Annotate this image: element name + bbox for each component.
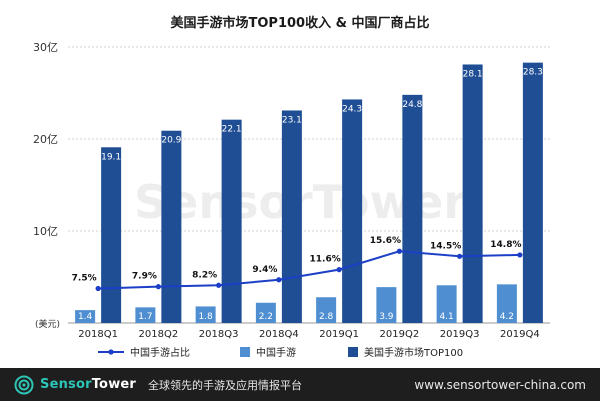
legend-label-share: 中国手游占比 (130, 346, 190, 359)
x-tick-label: 2019Q2 (380, 329, 420, 340)
chart-title: 美国手游市场TOP100收入 & 中国厂商占比 (171, 15, 430, 31)
bar-label-us-top100: 24.3 (342, 104, 362, 114)
bar-us-top100 (402, 94, 423, 323)
sensortower-logo-icon (14, 375, 34, 395)
share-point-label: 14.8% (490, 240, 521, 250)
y-tick-label: 30亿 (33, 41, 58, 54)
y-tick-label: 20亿 (33, 133, 58, 146)
bar-label-us-top100: 19.1 (101, 152, 121, 162)
bar-us-top100 (462, 64, 483, 323)
bar-china-mobile-game (376, 287, 397, 323)
bar-label-us-top100: 23.1 (282, 115, 302, 125)
share-point (457, 253, 463, 259)
footer-bar: Sensor Tower 全球领先的手游及应用情报平台 www.sensortow… (0, 368, 600, 401)
share-point (336, 267, 342, 273)
bar-label-china-mobile-game: 2.2 (259, 312, 273, 322)
y-tick-label: 10亿 (33, 225, 58, 238)
share-point-label: 9.4% (252, 265, 277, 275)
x-tick-label: 2018Q2 (139, 329, 179, 340)
share-point-label: 7.5% (72, 274, 97, 284)
share-point (396, 248, 402, 254)
footer-tagline: 全球领先的手游及应用情报平台 (148, 378, 303, 392)
bar-us-top100 (221, 119, 242, 324)
bar-us-top100 (281, 110, 302, 323)
bar-china-mobile-game (195, 306, 216, 323)
legend-swatch-china-mobile-game (240, 347, 250, 357)
x-tick-label: 2018Q1 (78, 329, 118, 340)
share-point-label: 11.6% (310, 255, 341, 265)
x-tick-label: 2018Q3 (199, 329, 239, 340)
legend-swatch-us-top100 (348, 347, 358, 357)
chart-svg: SensorTower美国手游市场TOP100收入 & 中国厂商占比10亿20亿… (33, 15, 550, 359)
share-point (216, 282, 222, 288)
share-point (517, 252, 523, 258)
share-point-label: 14.5% (430, 241, 461, 251)
bar-label-china-mobile-game: 1.7 (138, 312, 152, 322)
share-point-label: 8.2% (192, 270, 217, 280)
footer-url: www.sensortower-china.com (414, 377, 586, 392)
bar-us-top100 (342, 99, 363, 323)
bar-china-mobile-game (75, 310, 96, 323)
bar-label-china-mobile-game: 3.9 (379, 312, 394, 322)
legend-label-us-top100: 美国手游市场TOP100 (364, 346, 463, 359)
y-unit-label: (美元) (35, 318, 60, 330)
bar-china-mobile-game (436, 285, 457, 323)
share-point (155, 284, 161, 290)
footer-brand-part2: Tower (91, 377, 137, 392)
share-point-label: 7.9% (132, 272, 157, 282)
bar-label-china-mobile-game: 4.2 (500, 312, 514, 322)
bar-us-top100 (161, 130, 182, 323)
bar-china-mobile-game (255, 302, 276, 323)
chart: SensorTower美国手游市场TOP100收入 & 中国厂商占比10亿20亿… (33, 15, 550, 359)
bar-label-us-top100: 28.3 (523, 68, 543, 78)
x-tick-label: 2019Q1 (319, 329, 359, 340)
legend-line-marker (108, 349, 114, 355)
bar-label-china-mobile-game: 2.8 (319, 312, 334, 322)
bar-china-mobile-game (316, 297, 337, 323)
bar-label-us-top100: 22.1 (222, 125, 242, 135)
bar-label-china-mobile-game: 4.1 (439, 312, 453, 322)
bar-label-us-top100: 20.9 (161, 136, 181, 146)
share-point-label: 15.6% (370, 236, 401, 246)
bar-us-top100 (101, 147, 122, 323)
footer-brand: Sensor Tower (40, 377, 136, 392)
legend-label-china-mobile-game: 中国手游 (256, 346, 296, 359)
bar-label-us-top100: 28.1 (463, 69, 483, 79)
bar-label-us-top100: 24.8 (402, 100, 422, 110)
x-tick-label: 2019Q4 (500, 329, 540, 340)
x-tick-label: 2018Q4 (259, 329, 299, 340)
bar-us-top100 (522, 62, 543, 323)
bar-label-china-mobile-game: 1.8 (198, 312, 213, 322)
share-point (95, 285, 101, 292)
bar-china-mobile-game (135, 307, 156, 323)
bar-china-mobile-game (496, 284, 517, 323)
bar-label-china-mobile-game: 1.4 (78, 312, 93, 322)
x-tick-label: 2019Q3 (440, 329, 480, 340)
share-line (98, 250, 520, 290)
share-point (276, 277, 282, 283)
footer-brand-part1: Sensor (40, 377, 92, 392)
